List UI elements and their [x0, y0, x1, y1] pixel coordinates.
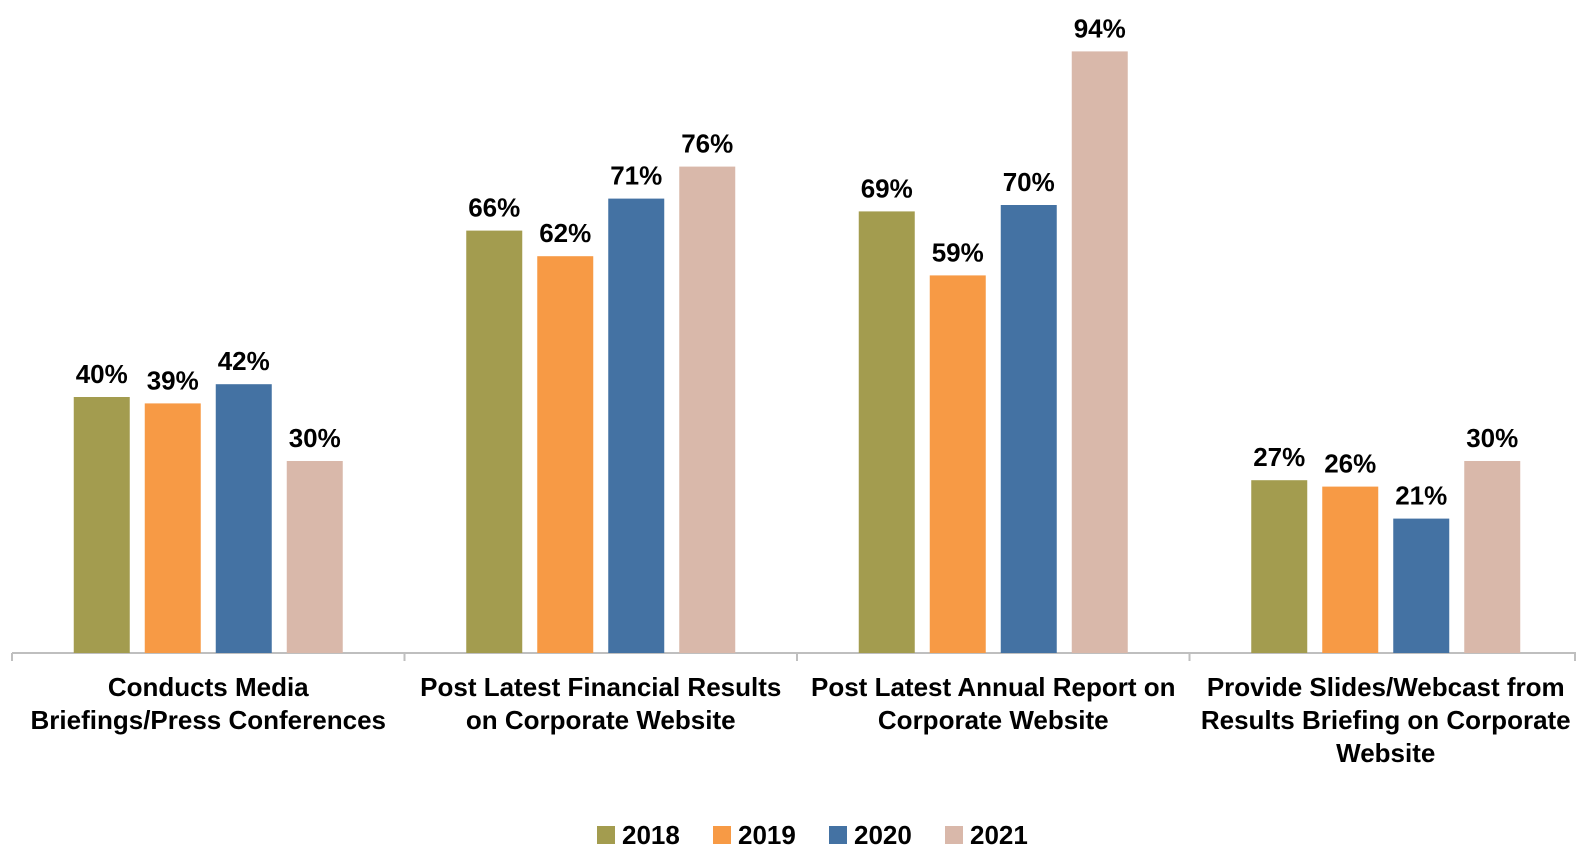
bar [679, 166, 736, 653]
value-label: 66% [468, 193, 520, 223]
value-label: 30% [289, 423, 341, 453]
x-tick-label: Conducts Media Briefings/Press Conferenc… [30, 672, 386, 735]
legend-label: 2019 [738, 820, 796, 850]
value-label: 69% [861, 173, 913, 203]
bar [1393, 518, 1450, 653]
value-label: 21% [1395, 481, 1447, 511]
bar [1322, 486, 1379, 653]
value-label: 30% [1466, 423, 1518, 453]
x-tick-label: Provide Slides/Webcast from Results Brie… [1200, 672, 1571, 768]
value-label: 76% [681, 129, 733, 159]
value-label: 40% [76, 359, 128, 389]
value-label: 59% [932, 237, 984, 267]
legend-label: 2018 [622, 820, 680, 850]
value-label: 71% [610, 161, 662, 191]
value-label: 94% [1074, 13, 1126, 43]
bar [215, 384, 272, 653]
value-label: 62% [539, 218, 591, 248]
bar [73, 397, 130, 653]
legend-label: 2021 [970, 820, 1028, 850]
bar [608, 198, 665, 653]
bar [929, 275, 986, 653]
legend-label: 2020 [854, 820, 912, 850]
value-label: 27% [1253, 442, 1305, 472]
bar [537, 256, 594, 653]
legend-swatch [829, 826, 847, 844]
bar [1464, 461, 1521, 653]
bar [466, 230, 523, 653]
bar [286, 461, 343, 653]
bar [1251, 480, 1308, 653]
bar [858, 211, 915, 653]
value-label: 70% [1003, 167, 1055, 197]
legend-swatch [597, 826, 615, 844]
value-label: 42% [218, 346, 270, 376]
legend-swatch [945, 826, 963, 844]
bar [1000, 205, 1057, 653]
x-tick-label: Post Latest Annual Report on Corporate W… [811, 672, 1176, 735]
value-label: 39% [147, 365, 199, 395]
legend-swatch [713, 826, 731, 844]
bar [1071, 51, 1128, 653]
x-tick-label: Post Latest Financial Results on Corpora… [420, 672, 782, 735]
bar [144, 403, 201, 653]
value-label: 26% [1324, 449, 1376, 479]
